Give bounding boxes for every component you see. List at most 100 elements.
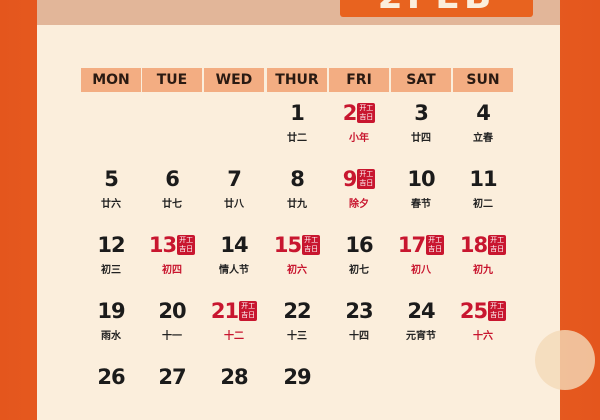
day-cell[interactable]: 13 开工吉日初四 xyxy=(141,233,203,276)
lunar-date: 春节 xyxy=(411,199,431,210)
workday-badge: 开工吉日 xyxy=(357,169,376,189)
day-cell[interactable]: 3 廿四 xyxy=(390,101,452,144)
weekday-header-fri: FRI xyxy=(329,68,389,92)
day-number: 23 xyxy=(345,299,373,323)
weekday-header-mon: MON xyxy=(81,68,141,92)
day-number: 24 xyxy=(407,299,435,323)
lunar-date: 廿九 xyxy=(287,199,307,210)
day-cell[interactable]: 21 开工吉日十二 xyxy=(203,299,265,342)
lunar-date: 元宵节 xyxy=(406,331,436,342)
day-number: 8 xyxy=(290,167,305,191)
day-cell[interactable]: 19 雨水 xyxy=(80,299,142,342)
lunar-date: 十一 xyxy=(162,331,182,342)
day-cell[interactable]: 12 初三 xyxy=(80,233,142,276)
day-cell[interactable]: 15 开工吉日初六 xyxy=(266,233,328,276)
day-number: 5 xyxy=(104,167,119,191)
day-cell[interactable]: 20 十一 xyxy=(141,299,203,342)
lunar-date: 廿七 xyxy=(162,199,182,210)
day-cell[interactable]: 28 xyxy=(203,365,265,393)
workday-badge: 开工吉日 xyxy=(239,301,258,321)
workday-badge: 开工吉日 xyxy=(302,235,321,255)
day-number: 26 xyxy=(97,365,125,389)
day-number: 14 xyxy=(220,233,248,257)
day-cell[interactable]: 26 xyxy=(80,365,142,393)
day-number: 17 xyxy=(397,233,426,257)
day-number: 18 xyxy=(459,233,488,257)
workday-badge: 开工吉日 xyxy=(177,235,196,255)
lunar-date: 雨水 xyxy=(101,331,121,342)
day-cell[interactable]: 18 开工吉日初九 xyxy=(452,233,514,276)
lunar-date: 廿二 xyxy=(287,133,307,144)
lunar-date: 小年 xyxy=(349,133,369,144)
day-cell[interactable]: 29 xyxy=(266,365,328,393)
lunar-date: 情人节 xyxy=(219,265,249,276)
lunar-date: 初二 xyxy=(473,199,493,210)
lunar-date: 初四 xyxy=(162,265,182,276)
lunar-date: 十六 xyxy=(473,331,493,342)
workday-badge: 开工吉日 xyxy=(488,301,507,321)
day-number: 13 xyxy=(148,233,177,257)
day-number: 29 xyxy=(283,365,311,389)
day-number: 15 xyxy=(273,233,302,257)
lunar-date: 初六 xyxy=(287,265,307,276)
month-title: 2FEB xyxy=(340,0,533,17)
day-cell[interactable]: 9 开工吉日除夕 xyxy=(328,167,390,210)
day-number: 11 xyxy=(469,167,497,191)
lunar-date: 廿八 xyxy=(224,199,244,210)
day-cell[interactable]: 17 开工吉日初八 xyxy=(390,233,452,276)
day-number: 3 xyxy=(414,101,429,125)
day-cell[interactable]: 16 初七 xyxy=(328,233,390,276)
day-number: 16 xyxy=(345,233,373,257)
weekday-header-wed: WED xyxy=(204,68,264,92)
calendar-card: 2FEB MONTUEWEDTHURFRISATSUN1廿二2开工吉日小年3廿四… xyxy=(37,0,560,420)
lunar-date: 立春 xyxy=(473,133,493,144)
day-cell[interactable]: 24 元宵节 xyxy=(390,299,452,342)
lunar-date: 十四 xyxy=(349,331,369,342)
day-cell[interactable]: 11 初二 xyxy=(452,167,514,210)
day-cell[interactable]: 10 春节 xyxy=(390,167,452,210)
lunar-date: 初八 xyxy=(411,265,431,276)
day-cell[interactable]: 6 廿七 xyxy=(141,167,203,210)
day-number: 19 xyxy=(97,299,125,323)
day-cell[interactable]: 22 十三 xyxy=(266,299,328,342)
day-number: 6 xyxy=(165,167,180,191)
day-cell[interactable]: 14 情人节 xyxy=(203,233,265,276)
day-cell[interactable]: 1 廿二 xyxy=(266,101,328,144)
lunar-date: 除夕 xyxy=(349,199,369,210)
lunar-date: 十二 xyxy=(224,331,244,342)
day-number: 12 xyxy=(97,233,125,257)
lunar-date: 初九 xyxy=(473,265,493,276)
day-cell[interactable]: 25 开工吉日十六 xyxy=(452,299,514,342)
day-number: 4 xyxy=(476,101,491,125)
day-cell[interactable]: 4 立春 xyxy=(452,101,514,144)
day-number: 1 xyxy=(290,101,305,125)
lunar-date: 十三 xyxy=(287,331,307,342)
day-number: 27 xyxy=(158,365,186,389)
weekday-header-thur: THUR xyxy=(267,68,327,92)
weekday-header-sun: SUN xyxy=(453,68,513,92)
day-number: 7 xyxy=(227,167,242,191)
workday-badge: 开工吉日 xyxy=(426,235,445,255)
day-cell[interactable]: 8 廿九 xyxy=(266,167,328,210)
day-number: 28 xyxy=(220,365,248,389)
day-number: 9 xyxy=(342,167,358,191)
day-cell[interactable]: 2 开工吉日小年 xyxy=(328,101,390,144)
day-cell[interactable]: 23 十四 xyxy=(328,299,390,342)
day-number: 20 xyxy=(158,299,186,323)
decoration xyxy=(535,330,595,390)
day-cell[interactable]: 5 廿六 xyxy=(80,167,142,210)
day-cell[interactable]: 7 廿八 xyxy=(203,167,265,210)
workday-badge: 开工吉日 xyxy=(488,235,507,255)
lunar-date: 初三 xyxy=(101,265,121,276)
weekday-header-sat: SAT xyxy=(391,68,451,92)
day-number: 21 xyxy=(210,299,239,323)
lunar-date: 初七 xyxy=(349,265,369,276)
lunar-date: 廿四 xyxy=(411,133,431,144)
day-number: 25 xyxy=(459,299,488,323)
lunar-date: 廿六 xyxy=(101,199,121,210)
day-cell[interactable]: 27 xyxy=(141,365,203,393)
workday-badge: 开工吉日 xyxy=(357,103,376,123)
weekday-header-tue: TUE xyxy=(142,68,202,92)
day-number: 2 xyxy=(342,101,358,125)
day-number: 10 xyxy=(407,167,435,191)
